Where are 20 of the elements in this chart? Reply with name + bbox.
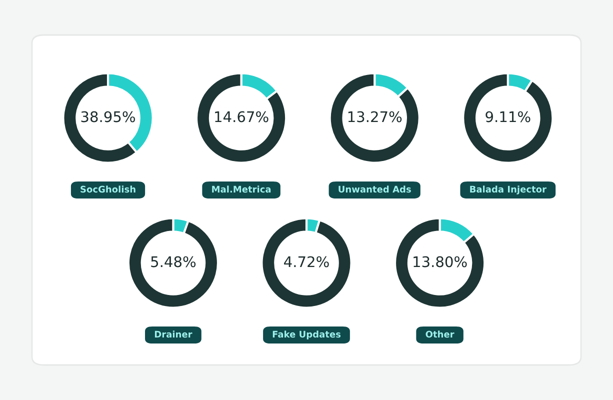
text: Unwanted Ads [338,186,411,193]
text: Mal.Metrica [212,186,271,193]
data-label: 13.80% [414,256,467,268]
text: Balada Injector [470,186,546,194]
donut-slice [195,72,288,164]
donut-slice [127,217,220,309]
text: Other [426,330,454,338]
donut-slice [260,217,352,309]
data-label: 4.72% [284,256,329,268]
data-label: 13.27% [348,111,402,122]
data-label: 14.67% [215,111,268,122]
text: Fake Updates [272,330,341,340]
donut-slice [462,72,554,164]
donut-slice [328,72,420,164]
data-label: 9.11% [486,111,530,122]
text: Drainer [154,330,192,338]
donut-slice [394,217,486,309]
data-label: 5.48% [151,256,196,268]
data-label: 38.95% [81,111,135,122]
text: SocGholish [80,186,136,193]
